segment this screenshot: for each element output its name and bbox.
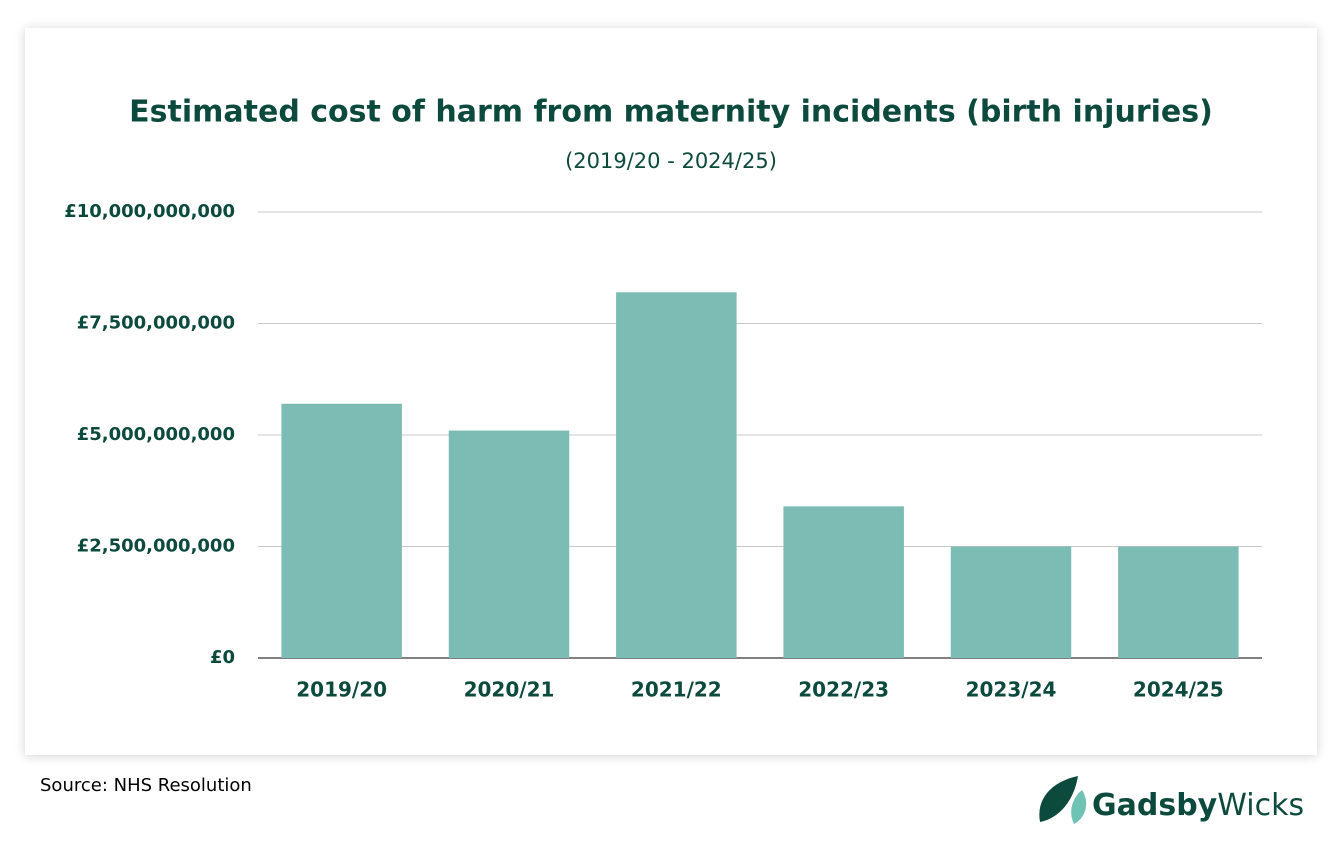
y-tick-label: £7,500,000,000: [77, 313, 235, 334]
y-tick-label: £2,500,000,000: [77, 536, 235, 557]
bar: [281, 403, 402, 658]
x-tick-label: 2020/21: [464, 678, 555, 702]
y-tick-label: £0: [210, 647, 235, 668]
source: Source: NHS Resolution: [40, 775, 252, 796]
bar: [448, 430, 570, 658]
x-tick-label: 2023/24: [966, 678, 1057, 702]
x-tick-label: 2022/23: [798, 678, 889, 702]
y-tick-label: £10,000,000,000: [64, 201, 235, 222]
x-tick-label: 2024/25: [1133, 678, 1224, 702]
chart-title: Estimated cost of harm from maternity in…: [129, 95, 1213, 130]
logo-bold: Gadsby: [1092, 788, 1218, 823]
bar: [1118, 546, 1239, 658]
bar: [783, 506, 904, 658]
logo-text: GadsbyWicks: [1092, 788, 1304, 823]
x-tick-label: 2019/20: [296, 678, 387, 702]
bar: [950, 546, 1072, 658]
y-tick-label: £5,000,000,000: [77, 424, 235, 445]
bar: [616, 292, 737, 658]
chart-subtitle: (2019/20 - 2024/25): [565, 149, 777, 173]
x-tick-label: 2021/22: [631, 678, 722, 702]
logo-regular: Wicks: [1217, 788, 1304, 823]
logo-icon: [1039, 776, 1087, 824]
